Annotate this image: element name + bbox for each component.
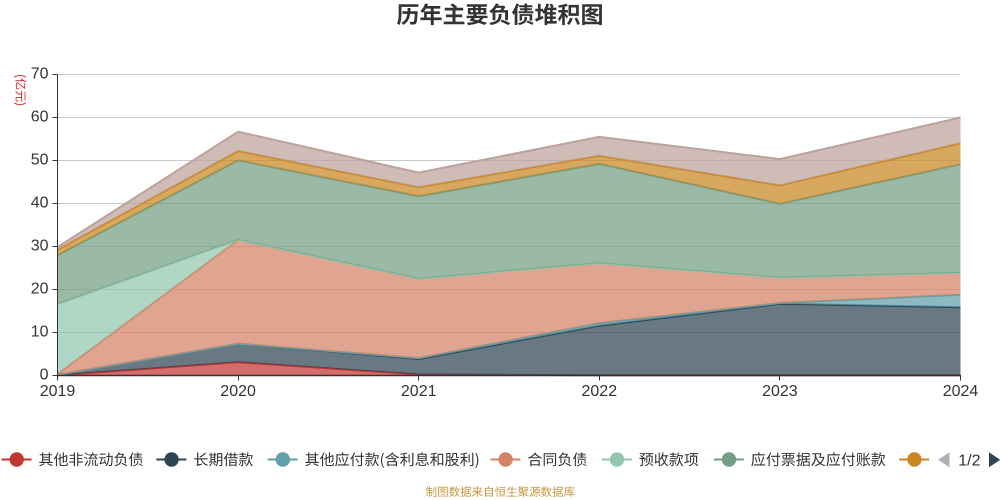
svg-text:30: 30 bbox=[31, 237, 49, 254]
svg-text:2020: 2020 bbox=[220, 383, 256, 400]
svg-text:40: 40 bbox=[31, 194, 49, 211]
svg-text:2022: 2022 bbox=[582, 383, 618, 400]
svg-text:2021: 2021 bbox=[401, 383, 437, 400]
svg-text:1/2: 1/2 bbox=[958, 452, 980, 469]
svg-text:50: 50 bbox=[31, 151, 49, 168]
svg-text:2023: 2023 bbox=[762, 383, 798, 400]
svg-text:70: 70 bbox=[31, 65, 49, 82]
svg-text:0: 0 bbox=[40, 366, 49, 383]
svg-text:2024: 2024 bbox=[943, 383, 979, 400]
svg-text:2019: 2019 bbox=[40, 383, 76, 400]
svg-text:60: 60 bbox=[31, 108, 49, 125]
svg-text:10: 10 bbox=[31, 323, 49, 340]
svg-text:20: 20 bbox=[31, 280, 49, 297]
